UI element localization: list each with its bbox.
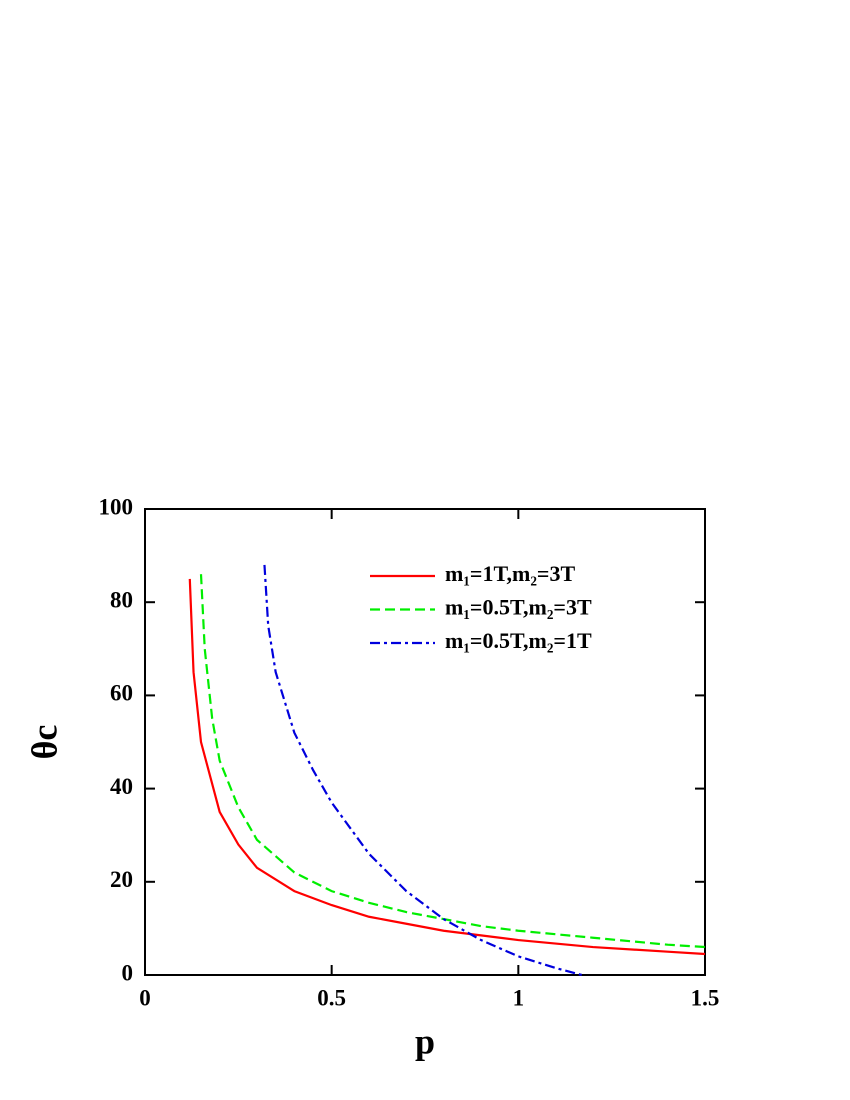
x-tick-label: 0 (139, 985, 151, 1010)
y-tick-label: 60 (110, 681, 133, 706)
legend-label: m₁=0.5T,m₂=1T (445, 628, 592, 653)
y-tick-label: 80 (110, 587, 133, 612)
plot-frame (144, 508, 706, 976)
x-tick-label: 1.5 (691, 985, 720, 1010)
y-tick-label: 100 (99, 494, 134, 519)
line (199, 574, 706, 949)
y-tick-label: 40 (110, 774, 133, 799)
legend-label: m₁=0.5T,m₂=3T (445, 595, 592, 620)
line (263, 564, 583, 977)
x-axis-label: p (415, 1021, 435, 1061)
line (188, 578, 706, 956)
x-tick-label: 1 (513, 985, 525, 1010)
y-axis-label: θc (24, 725, 64, 760)
y-tick-label: 20 (110, 867, 133, 892)
y-tick-label: 0 (122, 960, 134, 985)
legend-label: m₁=1T,m₂=3T (445, 561, 575, 586)
x-tick-label: 0.5 (317, 985, 346, 1010)
